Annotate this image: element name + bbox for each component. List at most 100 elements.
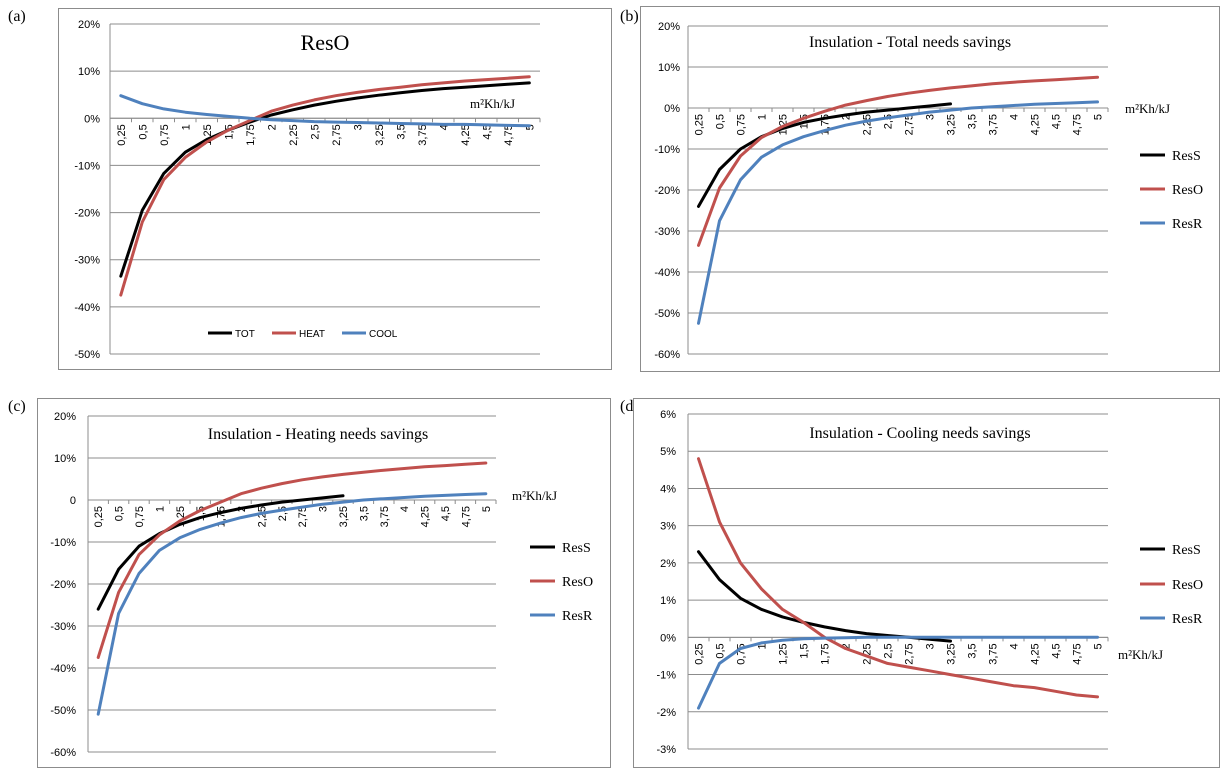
chart-b-xtick-label: 2,75 — [904, 114, 916, 135]
chart-a-xtick-label: 0,5 — [137, 124, 149, 139]
chart-a-legend-label-tot: TOT — [235, 329, 255, 340]
chart-a-xtick-label: 4,5 — [481, 124, 493, 139]
chart-a-xtick-label: 2 — [266, 124, 278, 130]
chart-c-xtick-label: 0,75 — [134, 506, 146, 527]
chart-b-ytick-label: -10% — [654, 144, 680, 156]
chart-a-ytick-label: -20% — [74, 208, 100, 220]
chart-d-xtick-label: 3,75 — [988, 643, 1000, 664]
chart-d-series-reso-line — [697, 457, 1099, 699]
chart-c-xtick-label: 2,75 — [297, 506, 309, 527]
chart-a-xtick-label: 1,75 — [245, 124, 257, 145]
chart-b-xtick-label: 0,25 — [694, 114, 706, 135]
chart-a-ytick-label: 0% — [84, 113, 100, 125]
chart-c-xtick-label: 2,25 — [256, 506, 268, 527]
chart-a-xtick-label: 3 — [352, 124, 364, 130]
panel-label-b: (b) — [620, 8, 639, 25]
chart-b-xtick-label: 0,75 — [736, 114, 748, 135]
panel-label-c: (c) — [8, 398, 26, 415]
chart-a-ytick-label: 10% — [78, 66, 100, 78]
chart-d-ytick-label: 1% — [660, 595, 676, 607]
chart-b-xtick-label: 4,25 — [1030, 114, 1042, 135]
chart-c-ytick-label: -50% — [50, 705, 76, 717]
chart-c-ytick-label: 0 — [70, 495, 76, 507]
chart-a-xtick-label: 3,5 — [395, 124, 407, 139]
chart-a-xtick-label: 0,25 — [116, 124, 128, 145]
chart-d-ytick-label: -2% — [656, 707, 676, 719]
chart-d-series-ress-line — [697, 550, 952, 643]
chart-d-ytick-label: -3% — [656, 744, 676, 756]
chart-b-ytick-label: -20% — [654, 185, 680, 197]
chart-c-xtick-label: 3 — [318, 506, 330, 512]
chart-d-series-resr-line — [697, 635, 1099, 710]
chart-b-series-reso-line — [697, 75, 1099, 247]
chart-d-xtick-label: 2,25 — [862, 643, 874, 664]
chart-d-xtick-label: 5 — [1093, 643, 1105, 649]
chart-c-ytick-label: -60% — [50, 747, 76, 759]
chart-d-xtick-label: 3,5 — [967, 643, 979, 658]
chart-c-xtick-label: 3,5 — [358, 506, 370, 521]
chart-a-xtick-label: 0,75 — [159, 124, 171, 145]
chart-d-xtick-label: 4,25 — [1030, 643, 1042, 664]
chart-d-legend-label-ress: ResS — [1172, 543, 1201, 558]
chart-c-xtick-label: 4,5 — [440, 506, 452, 521]
chart-a-xtick-label: 3,75 — [417, 124, 429, 145]
chart-a-xtick-label: 1 — [180, 124, 192, 130]
chart-b-xtick-label: 2,25 — [862, 114, 874, 135]
chart-a-legend-label-cool: COOL — [369, 329, 398, 340]
chart-b-xtick-label: 2 — [841, 114, 853, 120]
chart-a-frame — [58, 8, 612, 370]
chart-b-xtick-label: 4 — [1009, 114, 1021, 120]
chart-a-xtick-label: 2,5 — [309, 124, 321, 139]
chart-c-ytick-label: 20% — [54, 411, 76, 423]
chart-a-series-cool-line — [119, 94, 531, 128]
chart-a-ytick-label: -50% — [74, 349, 100, 361]
chart-d-xtick-label: 1,25 — [778, 643, 790, 664]
chart-b-xtick-label: 3 — [925, 114, 937, 120]
chart-d-xtick-label: 3 — [925, 643, 937, 649]
chart-c-legend-label-resr: ResR — [562, 609, 593, 624]
panel-label-a: (a) — [8, 8, 26, 25]
chart-b-xtick-label: 1 — [757, 114, 769, 120]
chart-a-xtick-label: 4,25 — [460, 124, 472, 145]
chart-b-series-resr-line — [697, 100, 1099, 325]
chart-c-legend-label-ress: ResS — [562, 541, 591, 556]
chart-b-xtick-label: 0,5 — [715, 114, 727, 129]
chart-d-legend-label-reso: ResO — [1172, 578, 1203, 593]
chart-d-xtick-label: 1,5 — [799, 643, 811, 658]
chart-d-xtick-label: 0,5 — [715, 643, 727, 658]
chart-b-xtick-label: 3,5 — [967, 114, 979, 129]
chart-c-xtick-label: 4,75 — [460, 506, 472, 527]
chart-a-ytick-label: 20% — [78, 19, 100, 31]
chart-d-xtick-label: 2,5 — [883, 643, 895, 658]
chart-b-ytick-label: -60% — [654, 349, 680, 361]
chart-c-xtick-label: 3,75 — [379, 506, 391, 527]
chart-c-series-reso-line — [96, 461, 488, 659]
chart-a-series-tot-line — [119, 81, 531, 278]
chart-d-ytick-label: 6% — [660, 409, 676, 421]
chart-c-ytick-label: 10% — [54, 453, 76, 465]
chart-d-xtick-label: 3,25 — [946, 643, 958, 664]
chart-c-ytick-label: -10% — [50, 537, 76, 549]
chart-d-ytick-label: 2% — [660, 558, 676, 570]
chart-b-ytick-label: 10% — [658, 62, 680, 74]
chart-b-xtick-label: 4,75 — [1072, 114, 1084, 135]
chart-a-title: ResO — [301, 30, 350, 55]
chart-a-ytick-label: -10% — [74, 160, 100, 172]
chart-c-xtick-label: 4,25 — [420, 506, 432, 527]
chart-c-xtick-label: 5 — [481, 506, 493, 512]
chart-d-ytick-label: 4% — [660, 483, 676, 495]
chart-c-series-resr-line — [96, 492, 488, 716]
chart-b-xtick-label: 3,75 — [988, 114, 1000, 135]
chart-d-unit-label: m²Kh/kJ — [1118, 647, 1163, 662]
chart-a-ytick-label: -30% — [74, 255, 100, 267]
chart-d-ytick-label: 3% — [660, 521, 676, 533]
chart-b-title: Insulation - Total needs savings — [809, 34, 1011, 51]
chart-c-xtick-label: 1 — [154, 506, 166, 512]
chart-b-legend-label-reso: ResO — [1172, 183, 1203, 198]
chart-c-xtick-label: 0,5 — [114, 506, 126, 521]
chart-d-legend-label-resr: ResR — [1172, 612, 1203, 627]
chart-c-xtick-label: 4 — [399, 506, 411, 512]
chart-b-ytick-label: -50% — [654, 308, 680, 320]
chart-d-xtick-label: 4,75 — [1072, 643, 1084, 664]
